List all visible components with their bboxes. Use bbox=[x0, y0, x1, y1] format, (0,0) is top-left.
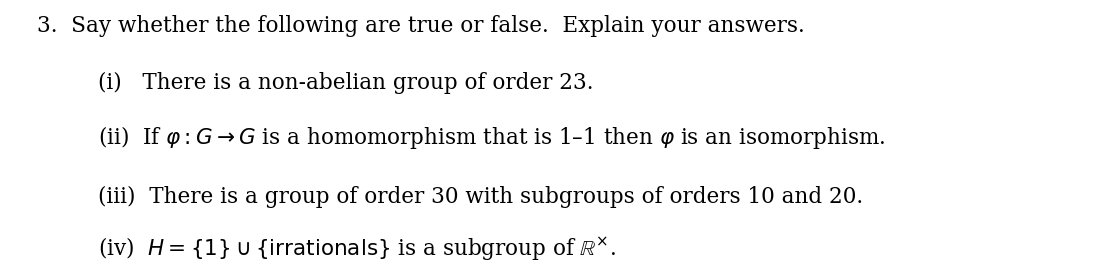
Text: 3.  Say whether the following are true or false.  Explain your answers.: 3. Say whether the following are true or… bbox=[38, 15, 805, 37]
Text: (iii)  There is a group of order 30 with subgroups of orders 10 and 20.: (iii) There is a group of order 30 with … bbox=[98, 186, 863, 208]
Text: (i)   There is a non-abelian group of order 23.: (i) There is a non-abelian group of orde… bbox=[98, 72, 593, 94]
Text: (ii)  If $\varphi : G \to G$ is a homomorphism that is 1–1 then $\varphi$ is an : (ii) If $\varphi : G \to G$ is a homomor… bbox=[98, 124, 885, 151]
Text: (iv)  $H = \{1\} \cup \{\mathrm{irrationals}\}$ is a subgroup of $\mathbb{R}^{\t: (iv) $H = \{1\} \cup \{\mathrm{irrationa… bbox=[98, 235, 615, 262]
